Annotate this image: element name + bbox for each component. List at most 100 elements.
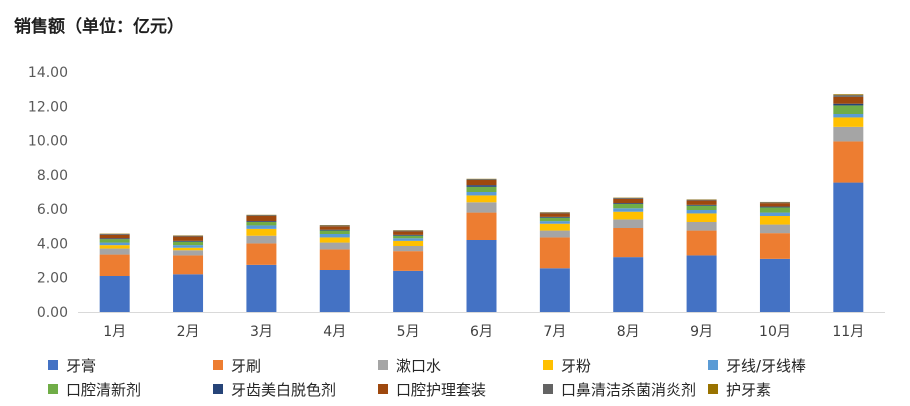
legend-item: 牙齿美白脱色剂	[213, 379, 378, 399]
legend-label: 护牙素	[726, 380, 772, 399]
bar-segment	[686, 213, 717, 222]
bar-segment	[613, 228, 644, 258]
bar-segment	[539, 268, 570, 312]
bar-segment	[393, 231, 424, 235]
bar-segment	[833, 141, 864, 183]
bar-segment	[759, 202, 790, 204]
bar-segment	[759, 233, 790, 259]
bar-segment	[393, 234, 424, 236]
bar-segment	[99, 238, 130, 240]
bar-segment	[759, 207, 790, 213]
bar-segment	[833, 126, 864, 142]
x-tick-label: 6月	[470, 324, 493, 340]
bar-segment	[173, 236, 204, 241]
legend-label: 漱口水	[396, 356, 442, 375]
bar-segment	[393, 238, 424, 241]
bar-segment	[686, 222, 717, 231]
bar-segment	[99, 254, 130, 276]
bar-segment	[759, 203, 790, 207]
bar-segment	[319, 270, 350, 312]
bar-segment	[319, 226, 350, 230]
bar-segment	[759, 224, 790, 234]
bar-segment	[833, 96, 864, 104]
bar-segment	[613, 208, 644, 212]
bar-segment	[319, 229, 350, 231]
bar-segment	[686, 230, 717, 256]
bar-segment	[319, 249, 350, 270]
bar-segment	[466, 240, 497, 312]
bar-segment	[393, 246, 424, 252]
bar-segment	[99, 239, 130, 243]
bar-segment	[613, 204, 644, 209]
bar-segment	[466, 185, 497, 187]
bar-segment	[466, 186, 497, 192]
bar-segment	[466, 195, 497, 203]
legend-swatch	[213, 360, 223, 370]
legend-item: 牙刷	[213, 355, 378, 375]
x-tick-label: 9月	[690, 324, 713, 340]
bar-segment	[686, 205, 717, 210]
bar-segment	[539, 221, 570, 224]
bar-segment	[173, 240, 204, 242]
bar-segment	[99, 245, 130, 249]
bar-segment	[393, 251, 424, 271]
bar-segment	[99, 248, 130, 255]
bar-segment	[686, 204, 717, 206]
bar-segment	[246, 243, 277, 265]
bar-segment	[246, 264, 277, 312]
bar-segment	[246, 215, 277, 216]
y-tick-label: 8.00	[37, 168, 68, 184]
legend-swatch	[48, 360, 58, 370]
y-tick-label: 2.00	[37, 271, 68, 287]
x-tick-label: 7月	[543, 324, 566, 340]
legend-label: 牙粉	[561, 356, 592, 375]
bar-segment	[466, 212, 497, 240]
bar-segment	[466, 179, 497, 180]
bar-segment	[319, 230, 350, 234]
bar-segment	[319, 225, 350, 227]
y-tick-label: 6.00	[37, 202, 68, 218]
bar-segment	[173, 235, 204, 237]
bar-segment	[466, 180, 497, 186]
bar-segment	[613, 219, 644, 228]
bar-segment	[613, 198, 644, 204]
bar-segment	[173, 245, 204, 248]
bar-segment	[759, 206, 790, 208]
chart-title: 销售额（单位：亿元）	[14, 17, 184, 37]
legend-swatch	[708, 384, 718, 394]
bar-segment	[539, 217, 570, 222]
bar-segment	[613, 198, 644, 199]
bar-segment	[173, 247, 204, 251]
bar-segment	[393, 230, 424, 232]
legend-item: 漱口水	[378, 355, 543, 375]
legend-label: 口腔清新剂	[66, 380, 142, 399]
bar-segment	[99, 234, 130, 239]
bar-segment	[759, 258, 790, 312]
legend-item: 牙粉	[543, 355, 708, 375]
bar-segment	[99, 242, 130, 246]
legend-item: 护牙素	[708, 379, 898, 399]
legend-item: 口鼻清洁杀菌消炎剂	[543, 379, 708, 399]
bar-segment	[833, 114, 864, 118]
bar-segment	[466, 202, 497, 213]
legend-label: 口腔护理套装	[396, 380, 487, 399]
y-tick-label: 4.00	[37, 236, 68, 252]
x-tick-label: 5月	[397, 324, 420, 340]
x-tick-label: 10月	[759, 324, 791, 340]
legend-item: 口腔护理套装	[378, 379, 543, 399]
bar-segment	[246, 222, 277, 226]
legend-label: 牙膏	[66, 356, 97, 375]
y-tick-label: 14.00	[28, 65, 68, 81]
bar-segment	[246, 235, 277, 244]
legend-label: 牙刷	[231, 356, 262, 375]
x-tick-label: 8月	[617, 324, 640, 340]
bar-segment	[833, 95, 864, 97]
bar-segment	[539, 212, 570, 214]
bar-segment	[833, 94, 864, 96]
bar-segment	[173, 241, 204, 246]
legend-swatch	[378, 384, 388, 394]
bar-segment	[393, 240, 424, 246]
legend-swatch	[543, 384, 553, 394]
bar-segment	[686, 199, 717, 201]
